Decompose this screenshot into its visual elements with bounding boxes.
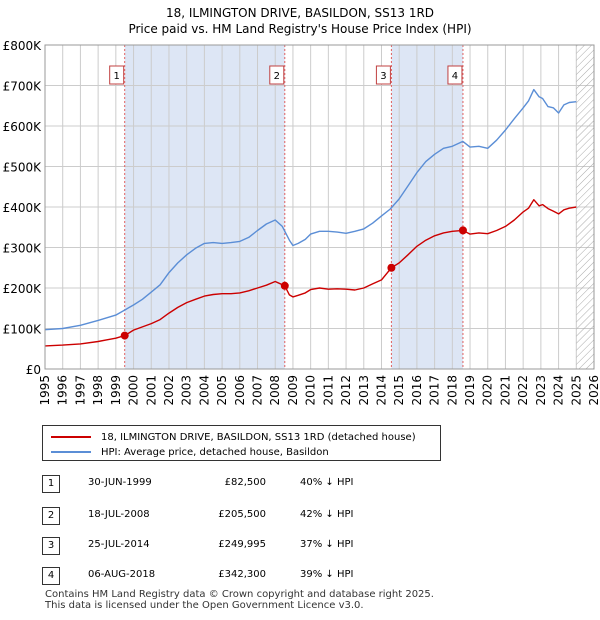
sale-date: 18-JUL-2008 — [88, 509, 150, 520]
sale-price: £82,500 — [224, 477, 266, 488]
sale-point — [387, 263, 396, 272]
sale-price: £342,300 — [218, 569, 266, 580]
sale-row: 2 18-JUL-2008 £205,500 42% ↓ HPI — [42, 504, 462, 525]
footer-licence: This data is licensed under the Open Gov… — [45, 600, 364, 611]
y-tick-label: £300K — [3, 242, 43, 256]
x-tick-label: 1997 — [73, 375, 87, 406]
hpi-line — [44, 88, 577, 331]
sale-point — [280, 281, 289, 290]
sale-price: £205,500 — [218, 509, 266, 520]
x-tick-label: 2024 — [552, 375, 566, 406]
x-tick-label: 1999 — [109, 375, 123, 406]
y-tick-label: £400K — [3, 201, 43, 215]
plot-frame — [44, 44, 595, 370]
chart-title: 18, ILMINGTON DRIVE, BASILDON, SS13 1RD — [166, 6, 434, 20]
y-tick-label: £100K — [3, 323, 43, 337]
sale-row: 1 30-JUN-1999 £82,500 40% ↓ HPI — [42, 472, 462, 493]
x-tick-label: 2009 — [286, 375, 300, 406]
x-tick-label: 2003 — [180, 375, 194, 406]
y-tick-label: £800K — [3, 39, 43, 53]
sale-marker-label: 1 — [114, 71, 120, 82]
sale-marker-label: 4 — [452, 71, 458, 82]
x-tick-label: 2012 — [339, 375, 353, 406]
sale-number: 3 — [42, 537, 60, 555]
sale-point — [458, 226, 467, 235]
legend-swatch-hpi — [51, 451, 91, 453]
x-tick-label: 2017 — [428, 375, 442, 406]
x-tick-label: 2019 — [463, 375, 477, 406]
sale-hpi: 37% ↓ HPI — [300, 539, 354, 550]
footer-copyright: Contains HM Land Registry data © Crown c… — [45, 589, 434, 600]
sale-marker-label: 2 — [274, 71, 280, 82]
x-tick-label: 2000 — [127, 375, 141, 406]
x-tick-label: 2010 — [304, 375, 318, 406]
x-tick-label: 2025 — [569, 375, 583, 406]
x-tick-label: 2007 — [251, 375, 265, 406]
y-tick-label: £600K — [3, 120, 43, 134]
legend-item-hpi: HPI: Average price, detached house, Basi… — [51, 445, 329, 459]
x-tick-label: 1995 — [38, 375, 52, 406]
x-tick-label: 2004 — [197, 375, 211, 406]
sale-hpi: 40% ↓ HPI — [300, 477, 354, 488]
sale-marker-box — [375, 65, 391, 85]
sale-marker-label: 3 — [380, 71, 386, 82]
sale-hpi: 39% ↓ HPI — [300, 569, 354, 580]
y-tick-label: £200K — [3, 282, 43, 296]
x-tick-label: 2005 — [215, 375, 229, 406]
x-tick-label: 2021 — [498, 375, 512, 406]
sale-point — [120, 331, 129, 340]
legend-swatch-property — [51, 436, 91, 438]
y-tick-label: £700K — [3, 80, 43, 94]
x-tick-label: 2013 — [357, 375, 371, 406]
x-tick-label: 2014 — [374, 375, 388, 406]
legend-label-hpi: HPI: Average price, detached house, Basi… — [101, 446, 329, 458]
x-tick-label: 2016 — [410, 375, 424, 406]
x-tick-label: 1996 — [56, 375, 70, 406]
legend-item-property: 18, ILMINGTON DRIVE, BASILDON, SS13 1RD … — [51, 430, 416, 444]
price-chart: 18, ILMINGTON DRIVE, BASILDON, SS13 1RD … — [3, 6, 600, 406]
x-tick-label: 2015 — [392, 375, 406, 406]
sale-row: 3 25-JUL-2014 £249,995 37% ↓ HPI — [42, 534, 462, 555]
x-tick-label: 1998 — [91, 375, 105, 406]
x-tick-label: 2006 — [233, 375, 247, 406]
y-tick-label: £500K — [3, 161, 43, 175]
sale-number: 4 — [42, 567, 60, 585]
x-tick-label: 2011 — [321, 375, 335, 406]
x-tick-label: 2002 — [162, 375, 176, 406]
sale-hpi: 42% ↓ HPI — [300, 509, 354, 520]
sale-date: 06-AUG-2018 — [88, 569, 156, 580]
x-tick-label: 2001 — [144, 375, 158, 406]
sale-row: 4 06-AUG-2018 £342,300 39% ↓ HPI — [42, 564, 462, 585]
x-tick-label: 2020 — [481, 375, 495, 406]
sale-marker-box — [269, 65, 285, 85]
sale-price: £249,995 — [218, 539, 266, 550]
legend: 18, ILMINGTON DRIVE, BASILDON, SS13 1RD … — [42, 425, 441, 461]
property-price-line — [44, 198, 577, 347]
x-tick-label: 2026 — [587, 375, 600, 406]
y-tick-label: £0 — [26, 363, 41, 377]
forecast-hatch — [576, 45, 594, 369]
footer: Contains HM Land Registry data © Crown c… — [45, 589, 434, 611]
x-tick-label: 2018 — [445, 375, 459, 406]
x-tick-label: 2023 — [534, 375, 548, 406]
chart-subtitle: Price paid vs. HM Land Registry's House … — [128, 22, 471, 36]
legend-label-property: 18, ILMINGTON DRIVE, BASILDON, SS13 1RD … — [101, 431, 416, 443]
sale-number: 2 — [42, 507, 60, 525]
x-tick-label: 2008 — [268, 375, 282, 406]
sale-date: 30-JUN-1999 — [88, 477, 152, 488]
sale-marker-box — [109, 65, 125, 85]
x-tick-label: 2022 — [516, 375, 530, 406]
sale-marker-box — [447, 65, 463, 85]
sale-date: 25-JUL-2014 — [88, 539, 150, 550]
sale-number: 1 — [42, 475, 60, 493]
